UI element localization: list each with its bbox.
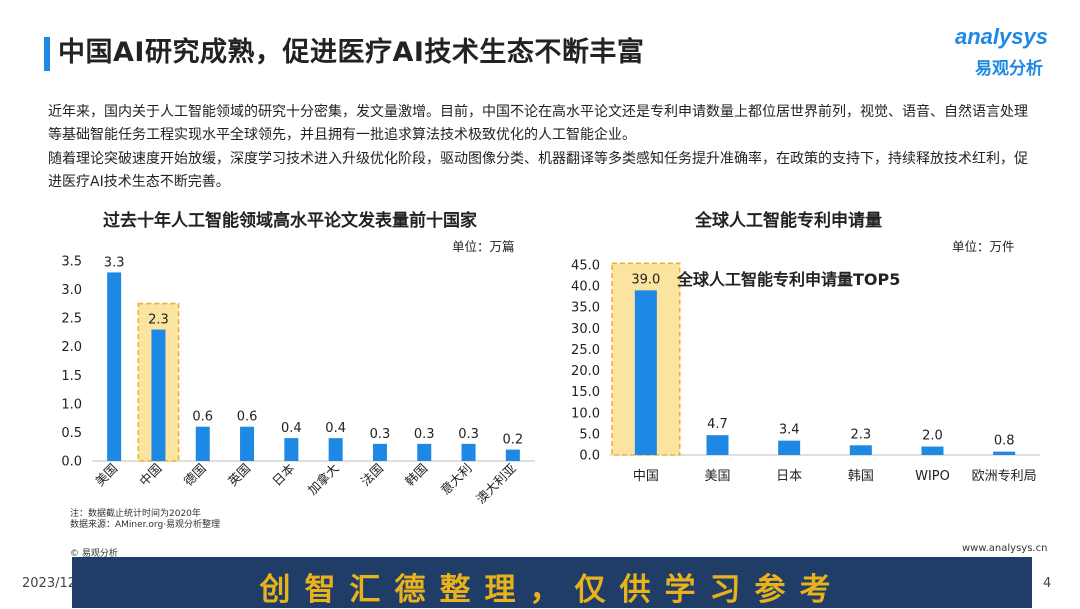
- chart-papers-value-label: 0.2: [503, 433, 524, 448]
- data-note: 注：数据截止统计时间为2020年: [70, 509, 201, 519]
- chart-patents-ytick-label: 30.0: [571, 322, 600, 337]
- chart-patents-category-label: 韩国: [848, 469, 874, 484]
- chart-papers-ytick-label: 0.0: [61, 455, 82, 470]
- chart-patents-bar: [849, 445, 872, 455]
- chart-papers-category-label: 意大利: [438, 461, 475, 498]
- watermark-banner: 创智汇德整理，仅供学习参考: [72, 557, 1032, 608]
- chart-patents-bar: [778, 440, 801, 455]
- chart-patents-value-label: 39.0: [631, 272, 660, 287]
- chart-papers-value-label: 0.3: [370, 427, 391, 442]
- chart-patents-category-label: 美国: [704, 469, 730, 484]
- intro-paragraph-2: 随着理论突破速度开始放缓，深度学习技术进入升级优化阶段，驱动图像分类、机器翻译等…: [48, 151, 1028, 190]
- chart-papers-category-label: 澳大利亚: [473, 461, 519, 507]
- title-accent-bar: [44, 37, 50, 71]
- chart-papers-ytick-label: 1.0: [61, 397, 82, 412]
- chart-patents-ytick-label: 40.0: [571, 280, 600, 295]
- footer-date: 2023/12: [22, 576, 77, 591]
- chart-papers-value-label: 0.3: [414, 427, 435, 442]
- chart-papers-category-label: 德国: [181, 461, 209, 489]
- copyright: © 易观分析: [70, 549, 118, 559]
- chart-patents: 0.0 5.0 10.0 15.0 20.0 25.0 30.0 35.0 40.0 45.0 39…: [571, 259, 1040, 484]
- chart-papers-bar: [417, 443, 432, 461]
- chart-papers-category-label: 日本: [269, 460, 298, 489]
- chart-papers-ytick-label: 1.5: [61, 369, 82, 384]
- chart-papers-bar: [195, 426, 210, 461]
- chart-papers-ytick-label: 2.0: [61, 340, 82, 355]
- chart-patents-value-label: 0.8: [994, 434, 1015, 449]
- chart-papers-bar: [328, 438, 343, 461]
- chart-patents-ytick-label: 5.0: [579, 427, 600, 442]
- chart-patents-ytick-label: 20.0: [571, 364, 600, 379]
- chart-papers-bar: [372, 443, 387, 461]
- chart-papers-value-label: 0.6: [237, 410, 258, 425]
- chart-1-title: 过去十年人工智能领域高水平论文发表量前十国家: [103, 211, 477, 231]
- intro-paragraph-1: 近年来，国内关于人工智能领域的研究十分密集，发文量激增。目前，中国不论在高水平论…: [48, 104, 1028, 143]
- chart-papers-value-label: 3.3: [104, 255, 125, 270]
- chart-papers-bar: [107, 272, 122, 461]
- chart-patents-ytick-label: 45.0: [571, 259, 600, 274]
- page-number: 4: [1043, 576, 1052, 591]
- chart-papers-category-label: 加拿大: [305, 461, 342, 498]
- site-url: www.analysys.cn: [962, 543, 1048, 554]
- logo-text-cn: 易观分析: [975, 59, 1043, 79]
- chart-papers-bar: [151, 329, 166, 461]
- chart-patents-category-label: 中国: [633, 469, 659, 484]
- page-title: 中国AI研究成熟，促进医疗AI技术生态不断丰富: [58, 37, 645, 68]
- chart-papers-category-label: 美国: [92, 461, 120, 489]
- chart-patents-category-label: 欧洲专利局: [972, 469, 1037, 484]
- chart-papers-value-label: 0.3: [458, 427, 479, 442]
- chart-patents-value-label: 2.0: [922, 429, 943, 444]
- chart-papers-category-label: 英国: [225, 461, 253, 489]
- chart-patents-category-label: 日本: [776, 469, 802, 484]
- chart-papers-value-label: 0.6: [192, 410, 213, 425]
- chart-patents-value-label: 2.3: [850, 427, 871, 442]
- chart-papers-value-label: 0.4: [281, 421, 302, 436]
- banner-text: 创智汇德整理，仅供学习参考: [259, 572, 845, 608]
- brand-logo: analysys 易观分析: [955, 24, 1065, 80]
- chart-patents-bar: [634, 290, 657, 455]
- chart-papers-category-label: 法国: [358, 461, 386, 489]
- chart-patents-value-label: 3.4: [779, 423, 800, 438]
- chart-papers-ytick-label: 3.5: [61, 255, 82, 270]
- chart-patents-value-label: 4.7: [707, 417, 728, 432]
- logo-text-en: analysys: [955, 24, 1048, 49]
- data-source: 数据来源：AMiner.org·易观分析整理: [70, 520, 221, 530]
- chart-patents-ytick-label: 15.0: [571, 385, 600, 400]
- chart-papers-category-label: 韩国: [402, 461, 430, 489]
- chart-patents-ytick-label: 0.0: [579, 449, 600, 464]
- chart-papers-ytick-label: 0.5: [61, 426, 82, 441]
- chart-patents-bar: [921, 446, 944, 455]
- chart-patents-bar: [706, 435, 729, 455]
- chart-papers-bar: [505, 449, 520, 461]
- chart-patents-ytick-label: 10.0: [571, 406, 600, 421]
- chart-papers-ytick-label: 2.5: [61, 312, 82, 327]
- chart-patents-annotation: 全球人工智能专利申请量TOP5: [676, 270, 900, 289]
- chart-2-title: 全球人工智能专利申请量: [695, 211, 882, 231]
- chart-patents-category-label: WIPO: [915, 469, 950, 484]
- chart-1-unit: 单位：万篇: [452, 239, 515, 254]
- chart-papers-value-label: 2.3: [148, 313, 169, 328]
- chart-papers-bar: [240, 426, 255, 461]
- chart-patents-bar: [993, 451, 1016, 455]
- chart-patents-ytick-label: 35.0: [571, 301, 600, 316]
- chart-2-unit: 单位：万件: [952, 239, 1015, 254]
- chart-papers-value-label: 0.4: [325, 421, 346, 436]
- chart-papers-category-label: 中国: [136, 461, 164, 489]
- chart-papers-ytick-label: 3.0: [61, 283, 82, 298]
- chart-patents-ytick-label: 25.0: [571, 343, 600, 358]
- chart-papers: 0.0 0.5 1.0 1.5 2.0 2.5 3.0 3.5 3.3 美国 2.3 中国 0.6 德国 0…: [61, 255, 535, 507]
- chart-papers-bar: [284, 438, 299, 461]
- chart-papers-bar: [461, 443, 476, 461]
